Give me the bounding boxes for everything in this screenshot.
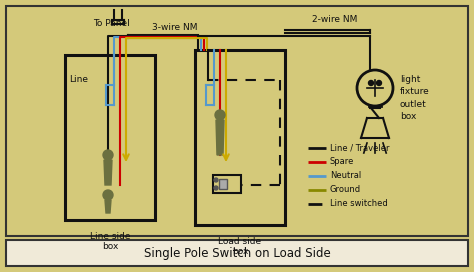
Text: Line switched: Line switched bbox=[330, 199, 388, 209]
Text: light
fixture
outlet
box: light fixture outlet box bbox=[400, 75, 430, 121]
Bar bbox=[213, 175, 241, 193]
Text: Neutral: Neutral bbox=[330, 172, 361, 181]
Text: Ground: Ground bbox=[330, 186, 361, 194]
Circle shape bbox=[357, 70, 393, 106]
Circle shape bbox=[214, 178, 218, 182]
Bar bbox=[65, 55, 155, 220]
Text: Line: Line bbox=[69, 76, 88, 85]
Circle shape bbox=[368, 81, 374, 85]
Bar bbox=[219, 179, 227, 189]
Bar bbox=[6, 6, 468, 236]
Text: Line / Traveler: Line / Traveler bbox=[330, 144, 390, 153]
Bar bbox=[195, 50, 285, 225]
Text: Single Pole Switch on Load Side: Single Pole Switch on Load Side bbox=[144, 246, 330, 259]
Text: To Panel: To Panel bbox=[93, 18, 130, 27]
Text: Line side
box: Line side box bbox=[90, 232, 130, 251]
Circle shape bbox=[103, 150, 113, 160]
Text: 3-wire NM: 3-wire NM bbox=[152, 23, 198, 32]
Text: Spare: Spare bbox=[330, 157, 355, 166]
Bar bbox=[6, 240, 468, 266]
Circle shape bbox=[214, 186, 218, 190]
Polygon shape bbox=[216, 120, 224, 155]
Circle shape bbox=[215, 110, 225, 120]
Text: Load side
box: Load side box bbox=[219, 237, 262, 256]
Circle shape bbox=[376, 81, 382, 85]
Polygon shape bbox=[104, 160, 112, 185]
Text: 2-wire NM: 2-wire NM bbox=[312, 16, 358, 24]
Polygon shape bbox=[105, 200, 111, 213]
Circle shape bbox=[103, 190, 113, 200]
